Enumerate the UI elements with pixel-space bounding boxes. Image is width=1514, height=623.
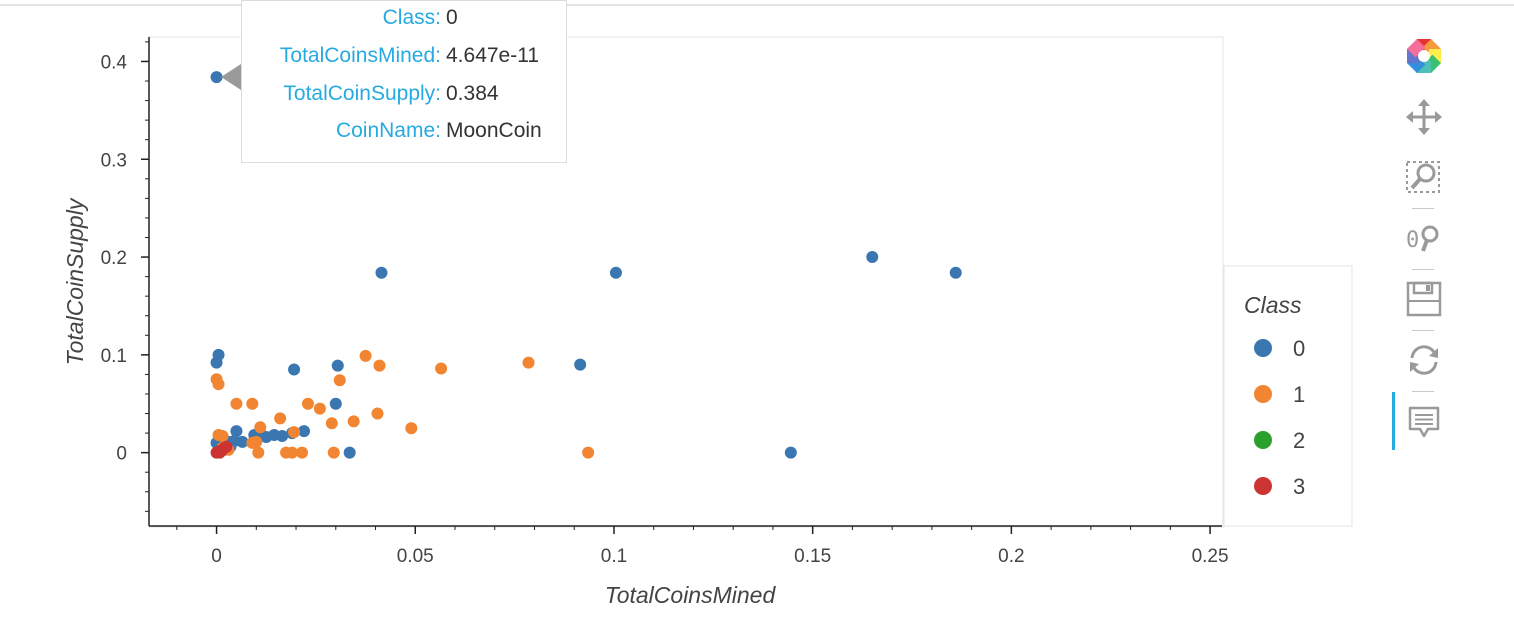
legend-marker	[1254, 431, 1272, 449]
legend-box	[1223, 265, 1353, 527]
tooltip-value: 0	[446, 6, 458, 29]
data-point-class-0[interactable]	[297, 425, 310, 438]
toolbar-separator	[1412, 208, 1434, 209]
data-point-class-1[interactable]	[254, 421, 267, 434]
legend: 0 1 2 3	[1254, 336, 1305, 499]
legend-label[interactable]: 3	[1293, 474, 1305, 499]
data-point-class-0[interactable]	[210, 356, 223, 369]
data-point-class-1[interactable]	[301, 397, 314, 410]
data-point-class-0[interactable]	[276, 430, 289, 443]
legend-label[interactable]: 1	[1293, 382, 1305, 407]
data-point-class-3[interactable]	[213, 446, 226, 459]
data-point-class-1[interactable]	[274, 412, 287, 425]
data-point-class-1[interactable]	[313, 402, 326, 415]
legend-marker	[1254, 339, 1272, 357]
box-zoom-icon[interactable]	[1404, 157, 1444, 197]
data-point-class-0[interactable]	[574, 358, 587, 371]
data-point-class-1[interactable]	[522, 356, 535, 369]
axes: 0 0.05 0.1 0.15 0.2 0.25 0 0.1 0.2 0.3 0.4	[101, 37, 1229, 567]
data-point-class-1[interactable]	[288, 426, 301, 439]
data-point-class-1[interactable]	[582, 446, 595, 459]
x-tick-label: 0.1	[601, 546, 627, 567]
data-point-class-1[interactable]	[230, 397, 243, 410]
legend-label[interactable]: 2	[1293, 428, 1305, 453]
tooltip-key: TotalCoinsMined:	[279, 44, 441, 67]
x-tick-label: 0.05	[397, 546, 434, 567]
data-point-class-0[interactable]	[329, 397, 342, 410]
wheel-zoom-icon[interactable]: 0	[1404, 218, 1444, 258]
data-point-class-1[interactable]	[252, 446, 265, 459]
legend-label[interactable]: 0	[1293, 336, 1305, 361]
data-point-class-1[interactable]	[212, 378, 225, 391]
active-tool-indicator	[1392, 392, 1395, 450]
legend-marker	[1254, 385, 1272, 403]
data-point-class-0[interactable]	[609, 266, 622, 279]
legend-title: Class	[1244, 292, 1302, 318]
top-divider	[0, 4, 1514, 6]
data-point-class-1[interactable]	[435, 362, 448, 375]
svg-text:0: 0	[1406, 228, 1419, 253]
tooltip-row-coin-name: CoinName: MoonCoin	[242, 119, 568, 149]
pan-icon[interactable]	[1404, 97, 1444, 137]
reset-icon[interactable]	[1404, 340, 1444, 380]
data-point-class-1[interactable]	[333, 374, 346, 387]
y-tick-label: 0.3	[101, 150, 127, 171]
data-point-class-1[interactable]	[347, 415, 360, 428]
data-point-class-1[interactable]	[373, 359, 386, 372]
y-tick-label: 0	[116, 444, 127, 465]
data-point-class-1[interactable]	[246, 436, 259, 449]
data-point-class-0[interactable]	[866, 251, 879, 264]
tooltip-key: Class:	[382, 6, 441, 29]
data-point-class-1[interactable]	[296, 446, 309, 459]
tooltip-pointer	[221, 64, 241, 90]
data-point-class-1[interactable]	[327, 446, 340, 459]
y-axis-title: TotalCoinSupply	[62, 197, 88, 365]
data-point-class-0[interactable]	[288, 363, 301, 376]
tooltip-key: CoinName:	[335, 119, 441, 142]
toolbar-separator	[1412, 391, 1434, 392]
y-tick-label: 0.1	[101, 346, 127, 367]
bokeh-logo-icon[interactable]	[1404, 36, 1444, 76]
hover-tooltip: Class: 0 TotalCoinsMined: 4.647e-11 Tota…	[241, 0, 567, 163]
y-tick-label: 0.4	[101, 52, 128, 73]
data-point-class-1[interactable]	[325, 417, 338, 430]
data-point-class-0[interactable]	[210, 71, 223, 84]
data-point-class-1[interactable]	[286, 446, 299, 459]
data-points	[210, 71, 962, 459]
legend-marker	[1254, 477, 1272, 495]
plot-toolbar: 0	[1390, 30, 1460, 460]
data-point-class-0[interactable]	[331, 359, 344, 372]
tooltip-row-class: Class: 0	[242, 6, 568, 36]
x-axis-title: TotalCoinsMined	[605, 582, 777, 608]
data-point-class-0[interactable]	[230, 425, 243, 438]
data-point-class-1[interactable]	[371, 407, 384, 420]
y-tick-label: 0.2	[101, 248, 127, 269]
data-point-class-1[interactable]	[359, 349, 372, 362]
data-point-class-1[interactable]	[405, 422, 418, 435]
data-point-class-0[interactable]	[949, 266, 962, 279]
tooltip-value: 0.384	[446, 82, 499, 105]
hover-icon[interactable]	[1404, 402, 1444, 442]
data-point-class-1[interactable]	[216, 430, 229, 443]
tooltip-row-coin-supply: TotalCoinSupply: 0.384	[242, 82, 568, 112]
x-tick-label: 0.2	[998, 546, 1024, 567]
data-point-class-0[interactable]	[784, 446, 797, 459]
tooltip-value: MoonCoin	[446, 119, 542, 142]
tooltip-value: 4.647e-11	[446, 44, 540, 67]
save-icon[interactable]	[1404, 279, 1444, 319]
tooltip-row-coins-mined: TotalCoinsMined: 4.647e-11	[242, 44, 568, 74]
data-point-class-0[interactable]	[343, 446, 356, 459]
tooltip-key: TotalCoinSupply:	[283, 82, 441, 105]
toolbar-separator	[1412, 269, 1434, 270]
data-point-class-1[interactable]	[246, 397, 259, 410]
data-point-class-0[interactable]	[375, 266, 388, 279]
toolbar-separator	[1412, 330, 1434, 331]
x-tick-label: 0.15	[794, 546, 831, 567]
x-tick-label: 0	[211, 546, 222, 567]
x-tick-label: 0.25	[1192, 546, 1229, 567]
